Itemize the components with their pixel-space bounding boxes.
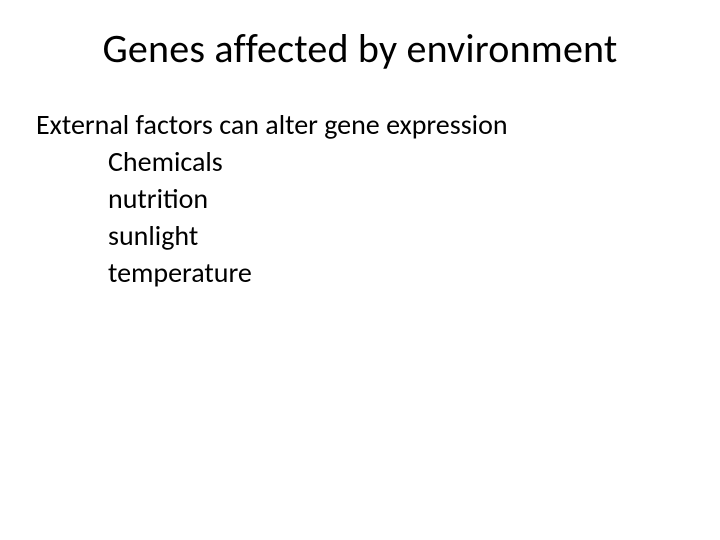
list-item: nutrition [36, 181, 684, 216]
slide-title: Genes affected by environment [36, 24, 684, 73]
slide-body: External factors can alter gene expressi… [36, 107, 684, 290]
list-item: Chemicals [36, 144, 684, 179]
intro-line: External factors can alter gene expressi… [36, 107, 684, 142]
slide-container: Genes affected by environment External f… [0, 0, 720, 540]
list-item: temperature [36, 255, 684, 290]
list-item: sunlight [36, 218, 684, 253]
